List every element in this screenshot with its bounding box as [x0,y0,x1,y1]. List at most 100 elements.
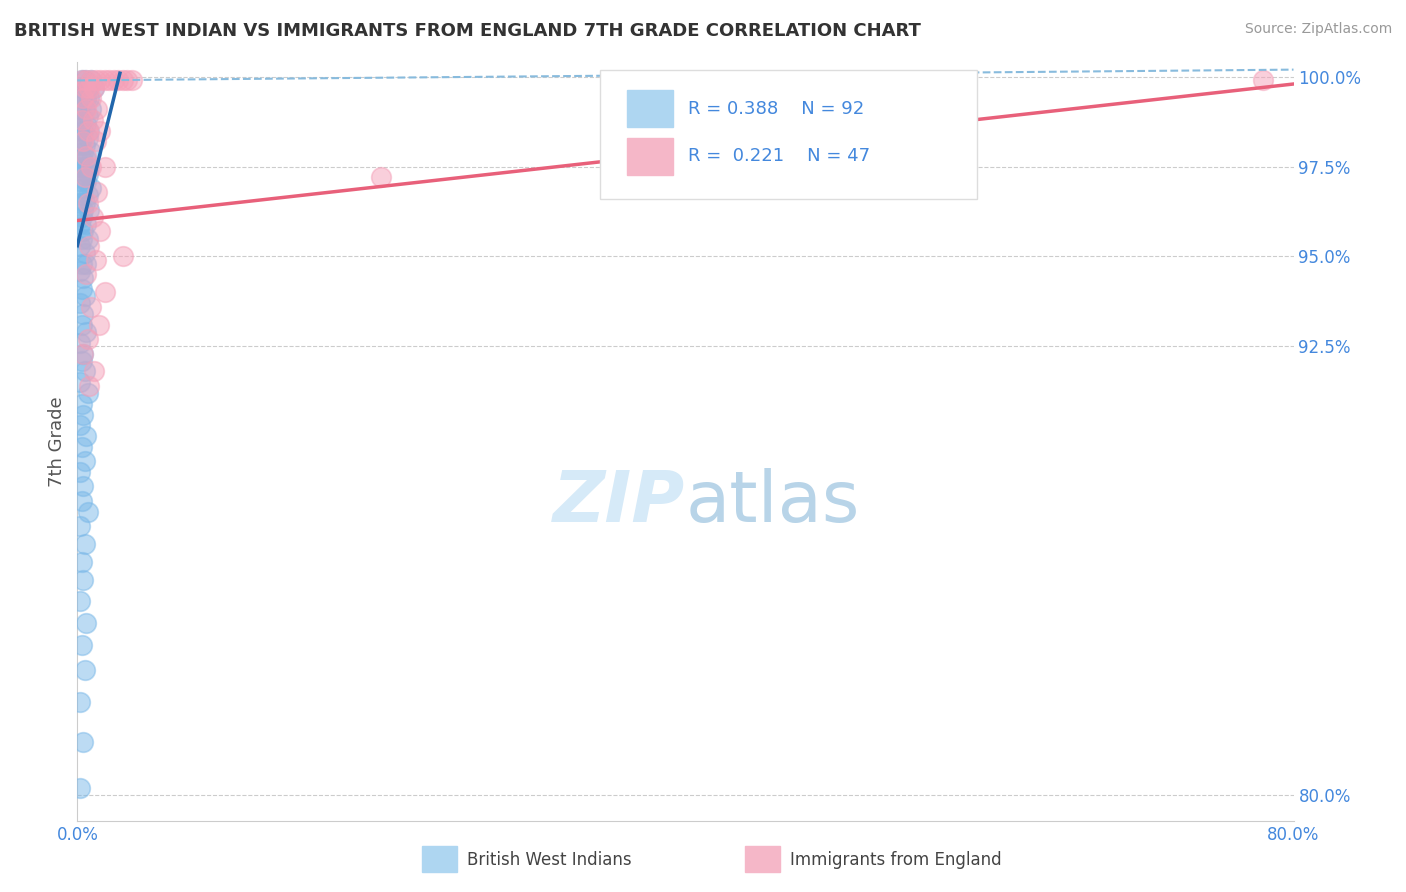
Text: Source: ZipAtlas.com: Source: ZipAtlas.com [1244,22,1392,37]
Point [72,734,94,748]
Point [70,555,93,569]
Point [69,217,91,231]
Point [370,170,392,185]
Point [75,325,97,339]
Point [121,73,143,87]
Point [86,102,108,116]
Point [69,519,91,533]
Point [77,167,100,181]
Point [70,397,93,411]
Point [72,80,94,95]
Point [80,73,103,87]
Point [73,663,96,677]
Point [75,73,97,87]
Point [93,73,115,87]
Point [72,181,94,195]
Point [73,170,96,185]
Point [75,429,97,443]
Point [111,250,134,264]
Point [70,440,93,454]
Point [89,73,111,87]
Point [69,80,91,95]
Point [93,160,115,174]
Point [75,268,97,282]
Point [69,594,91,608]
Point [75,149,97,163]
Point [70,257,93,271]
Point [77,231,100,245]
Point [80,300,103,314]
Point [77,386,100,401]
Point [103,73,125,87]
Point [72,346,94,360]
Point [79,379,101,393]
Point [69,138,91,153]
Point [73,364,96,378]
Point [70,318,93,332]
Point [80,73,103,87]
Point [69,781,91,796]
Point [903,160,925,174]
Point [72,91,94,105]
Point [80,91,103,105]
Point [70,91,93,105]
Point [80,102,103,116]
Point [70,282,93,296]
Point [75,257,97,271]
Point [69,376,91,390]
Point [73,246,96,260]
Point [69,102,91,116]
Point [73,138,96,153]
Point [73,454,96,468]
Point [75,217,97,231]
Point [79,160,101,174]
Point [73,195,96,210]
Point [70,167,93,181]
Text: Immigrants from England: Immigrants from England [790,851,1002,869]
FancyBboxPatch shape [600,70,977,199]
Point [70,231,93,245]
Point [75,153,97,167]
Point [83,80,105,95]
Point [83,80,105,95]
Point [79,238,101,252]
Point [75,102,97,116]
Point [82,210,104,224]
Point [73,73,96,87]
Y-axis label: 7th Grade: 7th Grade [48,396,66,487]
Point [77,332,100,346]
Point [70,638,93,652]
Point [70,493,93,508]
Point [80,181,103,195]
Point [79,80,101,95]
Point [69,296,91,310]
Point [69,238,91,252]
Text: R = 0.388    N = 92: R = 0.388 N = 92 [688,100,865,118]
Point [70,210,93,224]
Point [72,307,94,321]
Text: ZIP: ZIP [553,467,686,537]
Point [73,289,96,303]
Point [86,185,108,199]
Point [73,102,96,116]
Point [72,145,94,160]
Text: British West Indians: British West Indians [467,851,631,869]
Point [73,80,96,95]
Point [72,479,94,493]
Point [93,285,115,300]
Point [69,174,91,188]
Point [75,615,97,630]
Point [87,318,110,332]
Point [107,73,129,87]
Point [82,112,104,127]
Point [77,505,100,519]
Text: BRITISH WEST INDIAN VS IMMIGRANTS FROM ENGLAND 7TH GRADE CORRELATION CHART: BRITISH WEST INDIAN VS IMMIGRANTS FROM E… [14,22,921,40]
Point [84,135,107,149]
Point [70,188,93,202]
Point [69,465,91,479]
Point [77,109,100,123]
Point [75,174,97,188]
Point [73,537,96,551]
Point [70,353,93,368]
Point [84,253,107,268]
